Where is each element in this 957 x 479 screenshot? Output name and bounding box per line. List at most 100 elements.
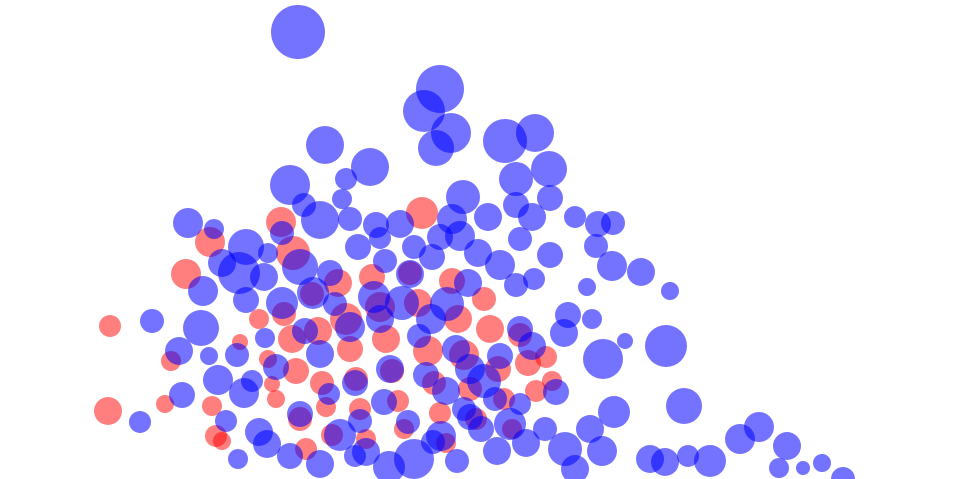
series-2-bubble xyxy=(403,90,445,132)
series-2-bubble xyxy=(677,445,699,467)
series-2-bubble xyxy=(318,383,340,405)
series-1-bubble xyxy=(283,358,309,384)
series-2-bubble xyxy=(173,208,203,238)
series-2-bubble xyxy=(215,410,237,432)
series-2-bubble xyxy=(292,318,318,344)
series-2-bubble xyxy=(485,250,515,280)
series-2-bubble xyxy=(432,377,460,405)
series-1-bubble xyxy=(429,402,451,424)
series-2-bubble xyxy=(351,148,389,186)
series-2-bubble xyxy=(796,461,810,475)
series-2-bubble xyxy=(306,450,334,478)
series-2-bubble xyxy=(188,276,218,306)
series-2-bubble xyxy=(287,401,313,427)
series-2-bubble xyxy=(241,370,263,392)
series-1-bubble xyxy=(156,395,174,413)
series-2-bubble xyxy=(366,305,394,333)
series-2-bubble xyxy=(255,328,275,348)
series-2-bubble xyxy=(518,332,546,360)
series-1-bubble xyxy=(476,315,504,343)
series-2-bubble xyxy=(203,365,233,395)
series-2-bubble xyxy=(831,467,855,479)
series-2-bubble xyxy=(292,193,316,217)
series-2-bubble xyxy=(499,162,533,196)
series-2-bubble xyxy=(464,239,492,267)
series-2-bubble xyxy=(474,203,502,231)
series-2-bubble xyxy=(373,451,405,479)
series-2-bubble xyxy=(332,189,352,209)
series-2-bubble xyxy=(204,219,224,239)
series-2-bubble xyxy=(627,258,655,286)
series-2-bubble xyxy=(338,207,362,231)
series-2-bubble xyxy=(430,287,464,321)
series-2 xyxy=(129,5,855,479)
series-2-bubble xyxy=(140,309,164,333)
series-2-bubble xyxy=(421,430,445,454)
series-2-bubble xyxy=(645,325,687,367)
series-2-bubble xyxy=(516,114,554,152)
series-2-bubble xyxy=(419,244,445,270)
series-2-bubble xyxy=(666,388,702,424)
series-2-bubble xyxy=(386,210,414,238)
series-2-bubble xyxy=(225,343,249,367)
series-2-bubble xyxy=(531,151,567,187)
series-2-bubble xyxy=(813,454,831,472)
series-2-bubble xyxy=(769,458,789,478)
series-2-bubble xyxy=(583,339,623,379)
series-2-bubble xyxy=(418,130,454,166)
series-2-bubble xyxy=(345,234,371,260)
series-2-bubble xyxy=(371,389,397,415)
series-2-bubble xyxy=(324,419,356,451)
series-2-bubble xyxy=(317,260,343,286)
series-2-bubble xyxy=(598,396,630,428)
series-2-bubble xyxy=(537,185,563,211)
series-2-bubble xyxy=(263,354,289,380)
series-2-bubble xyxy=(396,410,420,434)
series-2-bubble xyxy=(258,243,278,263)
series-2-bubble xyxy=(277,443,303,469)
series-2-bubble xyxy=(335,168,357,190)
series-2-bubble xyxy=(661,282,679,300)
series-2-bubble xyxy=(306,340,334,368)
series-2-bubble xyxy=(427,224,453,250)
series-2-bubble xyxy=(129,411,151,433)
series-2-bubble xyxy=(512,429,540,457)
series-2-bubble xyxy=(508,227,532,251)
series-2-bubble xyxy=(165,337,193,365)
series-2-bubble xyxy=(597,251,627,281)
series-2-bubble xyxy=(373,249,397,273)
series-2-bubble xyxy=(200,347,218,365)
series-2-bubble xyxy=(694,445,726,477)
series-2-bubble xyxy=(297,277,329,309)
series-2-bubble xyxy=(335,312,365,342)
series-2-bubble xyxy=(601,211,625,235)
series-2-bubble xyxy=(543,379,569,405)
series-2-bubble xyxy=(533,417,557,441)
series-2-bubble xyxy=(537,242,563,268)
series-2-bubble xyxy=(385,286,419,320)
series-2-bubble xyxy=(504,273,528,297)
series-2-bubble xyxy=(306,126,344,164)
series-1-bubble xyxy=(337,336,363,362)
series-2-bubble xyxy=(550,319,578,347)
series-2-bubble xyxy=(773,432,801,460)
series-2-bubble xyxy=(323,292,347,316)
series-2-bubble xyxy=(250,263,278,291)
series-2-bubble xyxy=(561,455,589,479)
series-2-bubble xyxy=(452,397,476,421)
series-2-bubble xyxy=(468,416,494,442)
series-2-bubble xyxy=(445,221,475,251)
series-2-bubble xyxy=(282,249,318,285)
series-2-bubble xyxy=(454,269,482,297)
series-2-bubble xyxy=(348,409,372,433)
series-2-bubble xyxy=(725,424,755,454)
series-1-bubble xyxy=(202,396,222,416)
series-2-bubble xyxy=(584,234,608,258)
series-2-bubble xyxy=(208,249,236,277)
series-2-bubble xyxy=(358,281,390,313)
series-1-bubble xyxy=(99,315,121,337)
series-1-bubble xyxy=(213,432,231,450)
series-2-bubble xyxy=(483,437,511,465)
series-1-bubble xyxy=(525,380,547,402)
